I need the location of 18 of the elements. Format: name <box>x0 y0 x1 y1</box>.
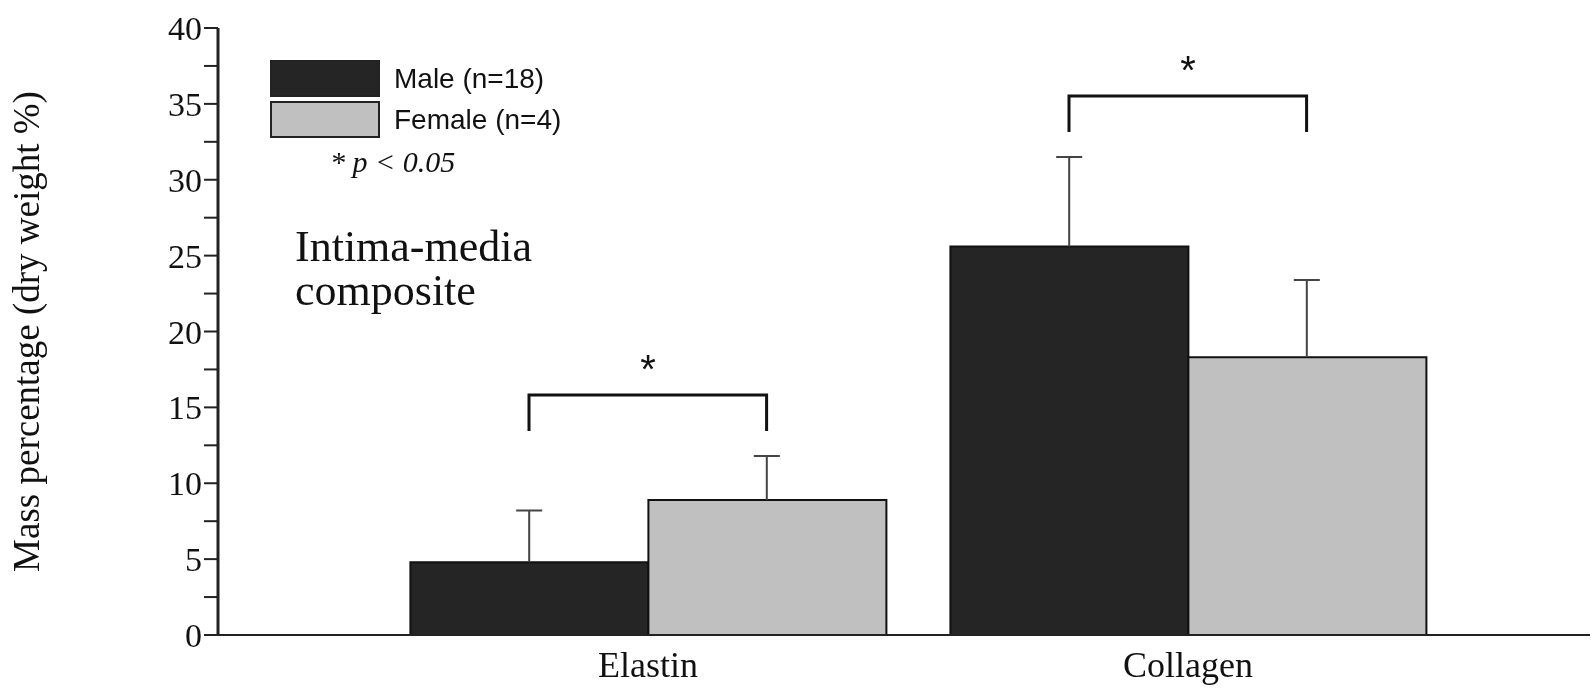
y-axis-title: Mass percentage (dry weight %) <box>6 91 49 572</box>
annotation: Intima-media composite <box>295 222 533 315</box>
y-tick-label: 10 <box>168 465 202 503</box>
y-tick-label: 0 <box>185 617 202 655</box>
legend-label: Male (n=18) <box>394 62 545 95</box>
y-tick-label: 25 <box>168 237 202 275</box>
annotation: * p < 0.05 <box>330 145 456 179</box>
y-tick-label: 15 <box>168 389 202 427</box>
annotation: * <box>1179 48 1197 94</box>
y-tick-label: 30 <box>168 161 202 199</box>
y-tick-label: 20 <box>168 313 202 351</box>
y-tick-label: 40 <box>168 10 202 48</box>
y-tick-label: 35 <box>168 85 202 123</box>
legend-label: Female (n=4) <box>394 103 562 136</box>
annotation: * <box>639 347 657 393</box>
x-tick-label: Collagen <box>1123 644 1253 685</box>
y-tick-label: 5 <box>185 541 202 579</box>
x-tick-label: Elastin <box>598 644 698 685</box>
